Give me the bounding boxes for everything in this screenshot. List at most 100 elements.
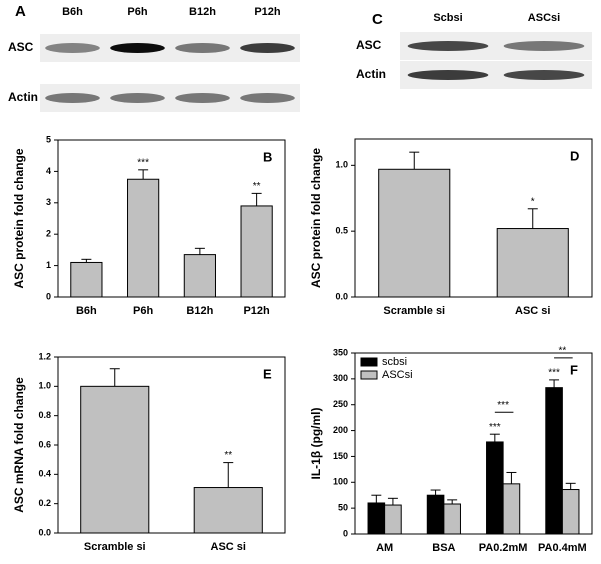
x-tick-label: PA0.4mM [538,542,587,554]
y-tick-label: 200 [333,425,348,435]
y-tick-label: 5 [46,134,51,144]
x-tick-label: P6h [133,305,153,317]
y-axis-label: ASC protein fold change [12,148,26,288]
comparison-label: ** [558,346,566,357]
significance: ** [253,181,261,192]
lane-label: B12h [189,6,216,18]
comparison-label: *** [497,400,509,411]
y-tick-label: 1.2 [38,351,51,361]
y-tick-label: 1.0 [335,160,348,170]
row-label: ASC [356,38,382,52]
row-label: Actin [8,90,38,104]
y-tick-label: 350 [333,347,348,357]
x-tick-label: B6h [76,305,97,317]
blot-band [45,93,100,103]
bar [80,385,150,534]
blot-band [407,70,489,80]
blot-band [110,93,165,103]
significance: * [531,196,535,207]
plot-frame [57,139,286,298]
x-tick-label: B12h [186,305,213,317]
y-tick-label: 0.6 [38,439,51,449]
panel-letter: F [570,362,578,377]
bar [384,504,402,535]
panel-letter: D [570,148,579,163]
y-tick-label: 0.5 [335,226,348,236]
legend-swatch [360,370,378,380]
y-tick-label: 0.0 [38,527,51,537]
y-axis-label: ASC protein fold change [309,148,323,288]
blot-band [240,93,295,103]
bar [502,483,521,535]
bar [496,228,569,298]
bar [378,168,451,298]
bar [183,254,216,298]
x-tick-label: ASC si [211,541,246,553]
plot-frame [354,352,593,535]
y-tick-label: 0.0 [335,291,348,301]
x-tick-label: AM [376,542,393,554]
bar [70,261,103,298]
panel-letter: C [372,11,383,28]
y-axis-label: ASC mRNA fold change [12,377,26,513]
y-tick-label: 1.0 [38,381,51,391]
bar [486,441,504,535]
lane-label: ASCsi [528,12,560,24]
y-tick-label: 3 [46,197,51,207]
panel-letter: B [263,149,272,164]
bar [443,503,461,535]
bar [193,487,263,534]
x-tick-label: Scramble si [383,305,445,317]
y-tick-label: 250 [333,399,348,409]
x-tick-label: P12h [243,305,270,317]
y-tick-label: 0.2 [38,498,51,508]
y-tick-label: 0 [343,528,348,538]
blot-band [503,70,585,80]
blot-band [503,41,585,51]
y-tick-label: 150 [333,451,348,461]
panel-letter: A [15,3,26,20]
legend-swatch [360,357,378,367]
legend-label: scbsi [382,356,407,368]
lane-label: P6h [127,6,147,18]
y-tick-label: 300 [333,373,348,383]
significance: *** [137,157,149,168]
y-tick-label: 50 [338,503,348,513]
lane-label: Scbsi [433,12,462,24]
panel-letter: E [263,366,272,381]
y-tick-label: 100 [333,477,348,487]
bar [240,205,273,298]
blot-band [110,43,165,53]
y-tick-label: 1 [46,260,51,270]
x-tick-label: Scramble si [84,541,146,553]
bar [545,387,563,535]
blot-band [175,43,230,53]
x-tick-label: ASC si [515,305,550,317]
y-tick-label: 4 [46,166,51,176]
blot-band [240,43,295,53]
y-tick-label: 0.4 [38,469,51,479]
blot-band [407,41,489,51]
y-tick-label: 2 [46,229,51,239]
legend-label: ASCsi [382,369,413,381]
x-tick-label: BSA [432,542,455,554]
blot-band [175,93,230,103]
y-tick-label: 0.8 [38,410,51,420]
y-axis-label: IL-1β (pg/ml) [309,408,323,480]
blot-band [45,43,100,53]
significance: *** [489,422,501,433]
bar [561,489,580,535]
bar [367,502,386,535]
bar [426,494,445,535]
row-label: Actin [356,67,386,81]
row-label: ASC [8,40,34,54]
lane-label: P12h [254,6,281,18]
significance: *** [548,368,560,379]
plot-frame [354,138,593,298]
lane-label: B6h [62,6,83,18]
significance: ** [224,450,232,461]
y-tick-label: 0 [46,291,51,301]
bar [127,178,160,298]
x-tick-label: PA0.2mM [479,542,528,554]
